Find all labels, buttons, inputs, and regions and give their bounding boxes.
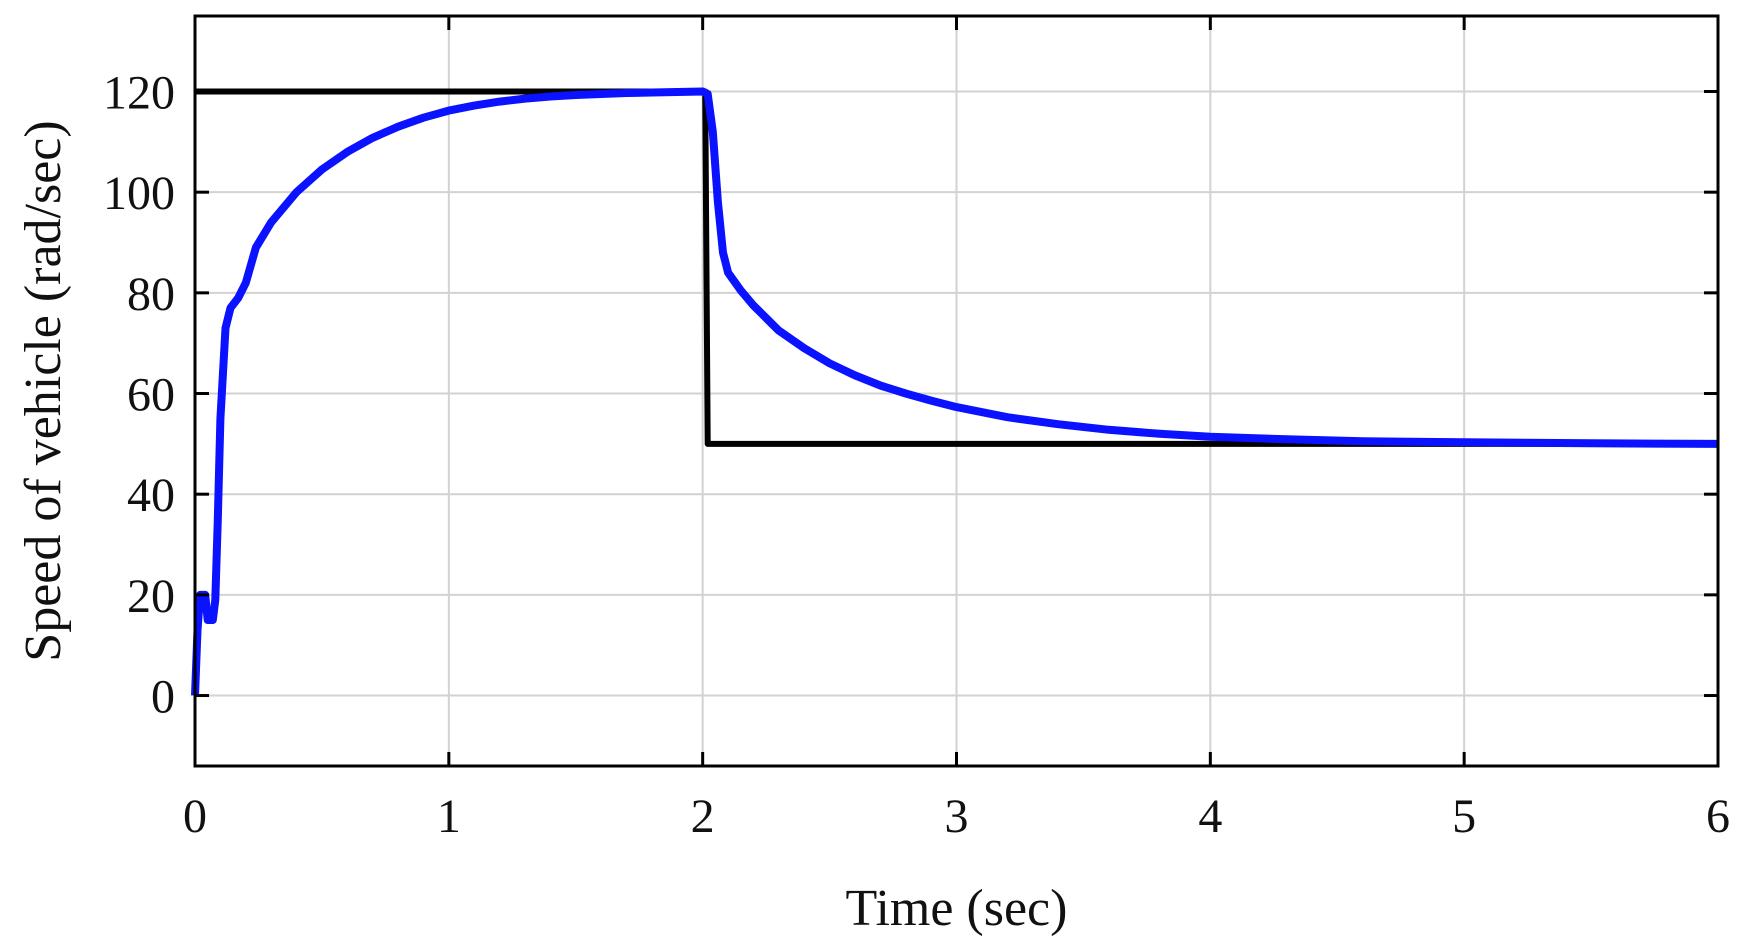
series-group: [191, 87, 1719, 696]
y-tick-label: 120: [103, 67, 175, 120]
y-tick-label: 100: [103, 167, 175, 220]
y-tick-label: 60: [127, 369, 175, 422]
x-tick-label: 2: [691, 790, 715, 843]
y-tick-label: 20: [127, 570, 175, 623]
x-tick-label: 0: [183, 790, 207, 843]
x-axis-label: Time (sec): [846, 880, 1068, 937]
x-tick-label: 4: [1198, 790, 1222, 843]
x-axis: 0 1 2 3 4 5 6: [183, 16, 1730, 843]
x-tick-label: 6: [1706, 790, 1730, 843]
y-tick-label: 0: [151, 671, 175, 724]
y-axis-label: Speed of vehicle (rad/sec): [15, 120, 72, 661]
x-tick-label: 5: [1452, 790, 1476, 843]
grid: [195, 16, 1718, 766]
x-tick-label: 3: [945, 790, 969, 843]
vehicle-speed-line: [191, 87, 1719, 696]
y-axis: 0 20 40 60 80 100 120: [103, 67, 1718, 724]
y-tick-label: 40: [127, 469, 175, 522]
y-tick-label: 80: [127, 268, 175, 321]
x-tick-label: 1: [437, 790, 461, 843]
plot-area: [191, 14, 1720, 768]
